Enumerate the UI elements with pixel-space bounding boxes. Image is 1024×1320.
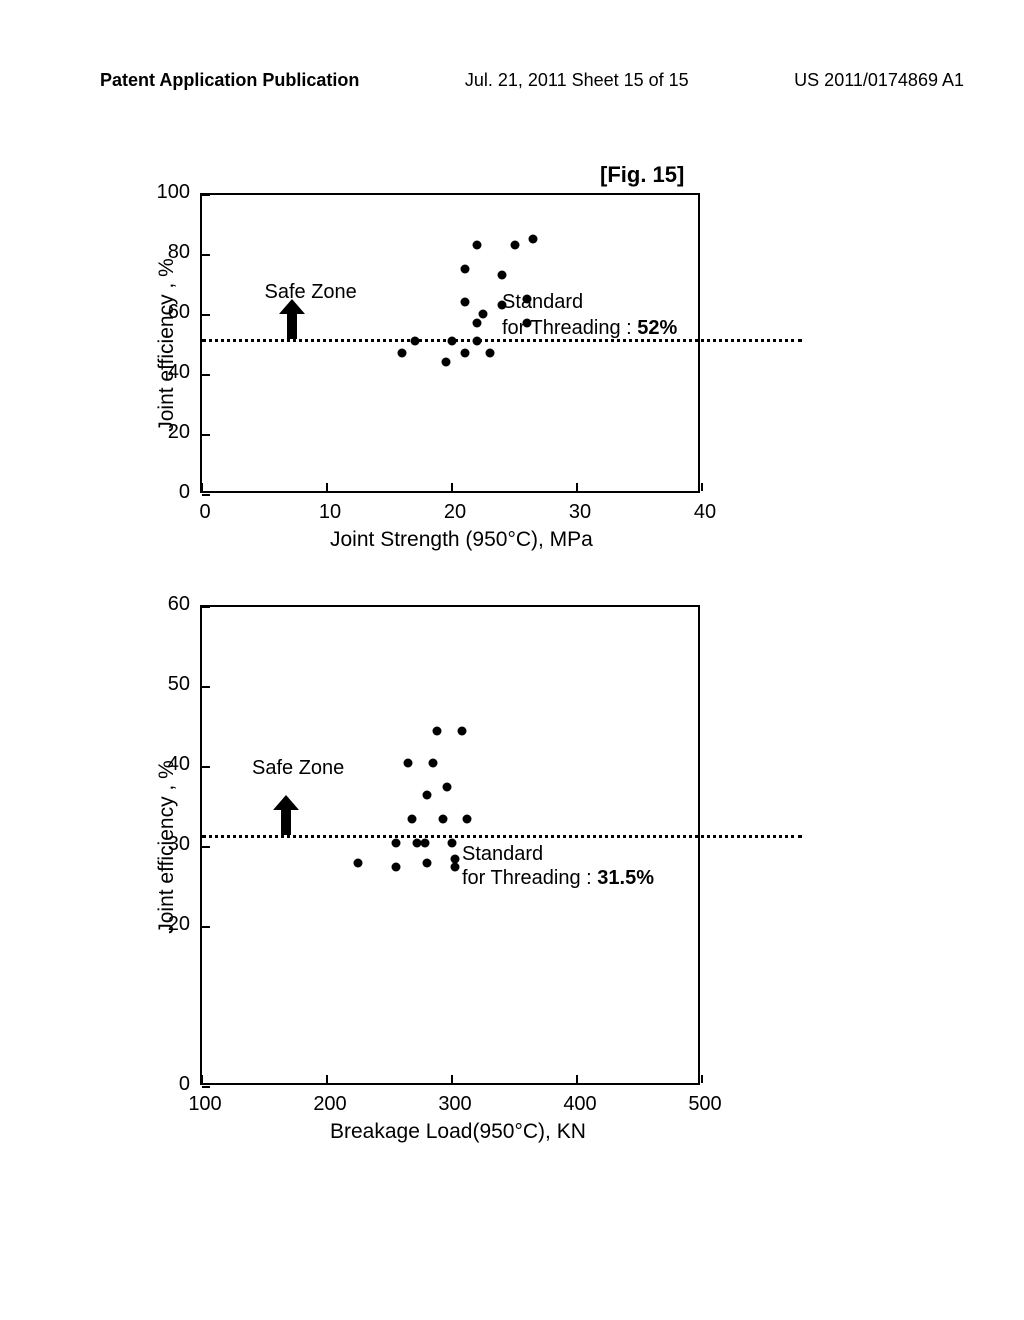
y-tick-mark — [202, 686, 210, 688]
x-tick-label: 20 — [435, 501, 475, 524]
data-point — [420, 839, 429, 848]
data-point — [448, 839, 457, 848]
data-point — [523, 295, 532, 304]
data-point — [441, 358, 450, 367]
data-point — [450, 863, 459, 872]
data-point — [498, 271, 507, 280]
y-tick-label: 60 — [150, 301, 190, 324]
x-tick-label: 0 — [185, 501, 225, 524]
y-tick-label: 50 — [150, 673, 190, 696]
y-tick-mark — [202, 194, 210, 196]
threshold-label-line1: Standard — [502, 291, 583, 314]
y-tick-mark — [202, 494, 210, 496]
data-point — [473, 319, 482, 328]
y-tick-mark — [202, 766, 210, 768]
y-tick-mark — [202, 926, 210, 928]
y-tick-label: 20 — [150, 421, 190, 444]
y-tick-mark — [202, 374, 210, 376]
data-point — [458, 727, 467, 736]
data-point — [391, 839, 400, 848]
figure-label: [Fig. 15] — [600, 162, 684, 188]
header-publication: Patent Application Publication — [100, 70, 359, 91]
x-tick-label: 10 — [310, 501, 350, 524]
data-point — [433, 727, 442, 736]
x-tick-mark — [451, 1075, 453, 1083]
x-tick-mark — [701, 483, 703, 491]
data-point — [460, 265, 469, 274]
data-point — [529, 235, 538, 244]
y-tick-mark — [202, 606, 210, 608]
threshold-label-line2: for Threading : 31.5% — [462, 867, 654, 890]
data-point — [408, 815, 417, 824]
data-point — [404, 759, 413, 768]
y-tick-label: 30 — [150, 833, 190, 856]
x-tick-mark — [326, 1075, 328, 1083]
y-tick-label: 40 — [150, 753, 190, 776]
x-tick-label: 100 — [185, 1093, 225, 1116]
safe-zone-arrow-icon — [271, 795, 301, 840]
data-point — [410, 337, 419, 346]
data-point — [423, 859, 432, 868]
x-tick-mark — [201, 1075, 203, 1083]
data-point — [443, 783, 452, 792]
data-point — [439, 815, 448, 824]
x-tick-mark — [701, 1075, 703, 1083]
y-tick-mark — [202, 434, 210, 436]
y-tick-mark — [202, 314, 210, 316]
header-patent-number: US 2011/0174869 A1 — [794, 70, 964, 91]
x-tick-label: 300 — [435, 1093, 475, 1116]
data-point — [429, 759, 438, 768]
threshold-label-line1: Standard — [462, 843, 543, 866]
data-point — [485, 349, 494, 358]
data-point — [498, 301, 507, 310]
y-tick-label: 20 — [150, 913, 190, 936]
x-tick-mark — [201, 483, 203, 491]
x-tick-label: 40 — [685, 501, 725, 524]
x-tick-label: 400 — [560, 1093, 600, 1116]
y-tick-mark — [202, 846, 210, 848]
data-point — [479, 310, 488, 319]
data-point — [391, 863, 400, 872]
data-point — [354, 859, 363, 868]
data-point — [523, 319, 532, 328]
header-date-sheet: Jul. 21, 2011 Sheet 15 of 15 — [465, 70, 689, 91]
y-tick-label: 60 — [150, 593, 190, 616]
y-tick-mark — [202, 254, 210, 256]
x-tick-label: 200 — [310, 1093, 350, 1116]
y-tick-label: 100 — [150, 181, 190, 204]
safe-zone-arrow-icon — [277, 299, 307, 344]
data-point — [460, 349, 469, 358]
x-tick-mark — [451, 483, 453, 491]
data-point — [473, 337, 482, 346]
safe-zone-label: Safe Zone — [252, 757, 344, 780]
x-tick-mark — [576, 1075, 578, 1083]
x-tick-label: 500 — [685, 1093, 725, 1116]
data-point — [448, 337, 457, 346]
x-tick-label: 30 — [560, 501, 600, 524]
data-point — [398, 349, 407, 358]
data-point — [473, 241, 482, 250]
y-tick-label: 40 — [150, 361, 190, 384]
chart-joint-strength: Safe ZoneStandardfor Threading : 52% Joi… — [200, 193, 700, 493]
x-axis-label: Joint Strength (950°C), MPa — [330, 528, 593, 552]
y-axis-label: Joint efficiency , % — [155, 258, 179, 432]
data-point — [510, 241, 519, 250]
y-tick-label: 80 — [150, 241, 190, 264]
x-axis-label: Breakage Load(950°C), KN — [330, 1120, 586, 1144]
chart-breakage-load: Safe ZoneStandardfor Threading : 31.5% J… — [200, 605, 700, 1085]
y-tick-label: 0 — [150, 481, 190, 504]
data-point — [460, 298, 469, 307]
x-tick-mark — [326, 483, 328, 491]
chart2-plot-area: Safe Zone Standardfor Threading : 31.5% — [200, 605, 700, 1085]
x-tick-mark — [576, 483, 578, 491]
y-tick-label: 0 — [150, 1073, 190, 1096]
y-tick-mark — [202, 1086, 210, 1088]
chart1-plot-area: Safe ZoneStandardfor Threading : 52% — [200, 193, 700, 493]
data-point — [423, 791, 432, 800]
data-point — [463, 815, 472, 824]
